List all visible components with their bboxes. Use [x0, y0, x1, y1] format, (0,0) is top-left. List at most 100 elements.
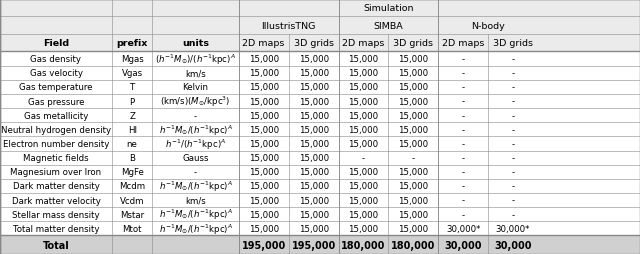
- Text: -: -: [461, 111, 465, 120]
- Text: -: -: [511, 69, 515, 78]
- Text: -: -: [461, 139, 465, 148]
- Text: P: P: [129, 97, 135, 106]
- Text: Stellar mass density: Stellar mass density: [12, 210, 100, 219]
- Bar: [0, 179, 640, 193]
- Text: 15,000: 15,000: [248, 210, 279, 219]
- Text: Gas velocity: Gas velocity: [29, 69, 83, 78]
- Text: -: -: [511, 55, 515, 64]
- Text: 15,000: 15,000: [348, 111, 379, 120]
- Text: 15,000: 15,000: [398, 168, 429, 177]
- Text: Field: Field: [43, 39, 69, 48]
- Text: Mcdm: Mcdm: [119, 182, 145, 191]
- Text: Gauss: Gauss: [182, 153, 209, 163]
- Text: 30,000: 30,000: [444, 240, 482, 250]
- Text: 195,000: 195,000: [291, 240, 336, 250]
- Text: Electron number density: Electron number density: [3, 139, 109, 148]
- Bar: [0, 137, 640, 151]
- Text: $(h^{-1}M_{\odot})/(h^{-1}\mathrm{kpc})^A$: $(h^{-1}M_{\odot})/(h^{-1}\mathrm{kpc})^…: [155, 52, 236, 67]
- Text: $h^{-1}/(h^{-1}\mathrm{kpc})^A$: $h^{-1}/(h^{-1}\mathrm{kpc})^A$: [165, 137, 226, 151]
- Text: 15,000: 15,000: [298, 69, 329, 78]
- Text: Simulation: Simulation: [363, 4, 413, 13]
- Text: Kelvin: Kelvin: [182, 83, 209, 92]
- Text: Dark matter density: Dark matter density: [13, 182, 99, 191]
- Text: -: -: [511, 139, 515, 148]
- Text: -: -: [511, 182, 515, 191]
- Text: Vcdm: Vcdm: [120, 196, 145, 205]
- Text: 15,000: 15,000: [298, 125, 329, 134]
- Text: 15,000: 15,000: [248, 196, 279, 205]
- Text: $h^{-1}M_{\odot}/(h^{-1}\mathrm{kpc})^A$: $h^{-1}M_{\odot}/(h^{-1}\mathrm{kpc})^A$: [159, 179, 232, 193]
- Text: 30,000: 30,000: [494, 240, 532, 250]
- Text: 15,000: 15,000: [348, 196, 379, 205]
- Text: Magnetic fields: Magnetic fields: [23, 153, 89, 163]
- Text: -: -: [461, 153, 465, 163]
- Text: 15,000: 15,000: [248, 139, 279, 148]
- Text: 15,000: 15,000: [298, 55, 329, 64]
- Text: HI: HI: [127, 125, 137, 134]
- Text: -: -: [461, 196, 465, 205]
- Text: 15,000: 15,000: [348, 210, 379, 219]
- Text: 15,000: 15,000: [248, 168, 279, 177]
- Bar: [0, 221, 640, 235]
- Text: $(\mathrm{km/s})(M_{\odot}/\mathrm{kpc}^3)$: $(\mathrm{km/s})(M_{\odot}/\mathrm{kpc}^…: [160, 94, 231, 109]
- Text: Mtot: Mtot: [122, 224, 142, 233]
- Text: -: -: [461, 182, 465, 191]
- Text: Neutral hydrogen density: Neutral hydrogen density: [1, 125, 111, 134]
- Text: Total matter density: Total matter density: [13, 224, 99, 233]
- Text: 15,000: 15,000: [248, 69, 279, 78]
- Bar: [0, 0, 640, 18]
- Text: 30,000*: 30,000*: [446, 224, 481, 233]
- Text: 15,000: 15,000: [248, 125, 279, 134]
- Text: 15,000: 15,000: [298, 153, 329, 163]
- Bar: [0, 66, 640, 81]
- Text: 15,000: 15,000: [348, 125, 379, 134]
- Text: 180,000: 180,000: [391, 240, 436, 250]
- Text: Gas pressure: Gas pressure: [28, 97, 84, 106]
- Text: 15,000: 15,000: [348, 139, 379, 148]
- Bar: [0, 52, 640, 66]
- Text: km/s: km/s: [185, 196, 206, 205]
- Text: 15,000: 15,000: [298, 97, 329, 106]
- Text: 3D grids: 3D grids: [493, 39, 532, 48]
- Text: -: -: [461, 69, 465, 78]
- Text: -: -: [511, 210, 515, 219]
- Text: 180,000: 180,000: [341, 240, 386, 250]
- Text: 15,000: 15,000: [248, 55, 279, 64]
- Text: -: -: [461, 210, 465, 219]
- Text: units: units: [182, 39, 209, 48]
- Text: Total: Total: [43, 240, 69, 250]
- Text: B: B: [129, 153, 135, 163]
- Bar: [0, 193, 640, 207]
- Text: -: -: [511, 153, 515, 163]
- Bar: [0, 207, 640, 221]
- Text: 15,000: 15,000: [348, 182, 379, 191]
- Text: 3D grids: 3D grids: [394, 39, 433, 48]
- Text: -: -: [194, 111, 197, 120]
- Bar: [0, 109, 640, 123]
- Text: 15,000: 15,000: [398, 210, 429, 219]
- Text: -: -: [461, 97, 465, 106]
- Text: 3D grids: 3D grids: [294, 39, 333, 48]
- Bar: [0, 123, 640, 137]
- Bar: [0, 235, 640, 254]
- Text: Magnesium over Iron: Magnesium over Iron: [10, 168, 102, 177]
- Text: Gas density: Gas density: [31, 55, 81, 64]
- Bar: [0, 17, 239, 18]
- Text: $h^{-1}M_{\odot}/(h^{-1}\mathrm{kpc})^A$: $h^{-1}M_{\odot}/(h^{-1}\mathrm{kpc})^A$: [159, 221, 232, 236]
- Text: ne: ne: [127, 139, 138, 148]
- Text: Mstar: Mstar: [120, 210, 144, 219]
- Text: IllustrisTNG: IllustrisTNG: [262, 22, 316, 31]
- Text: 15,000: 15,000: [248, 224, 279, 233]
- Text: km/s: km/s: [185, 69, 206, 78]
- Text: 15,000: 15,000: [348, 97, 379, 106]
- Text: 15,000: 15,000: [348, 69, 379, 78]
- Text: 15,000: 15,000: [348, 55, 379, 64]
- Text: 15,000: 15,000: [348, 168, 379, 177]
- Text: -: -: [511, 125, 515, 134]
- Text: -: -: [511, 111, 515, 120]
- Text: 2D maps: 2D maps: [243, 39, 285, 48]
- Text: 15,000: 15,000: [298, 168, 329, 177]
- Text: 195,000: 195,000: [241, 240, 286, 250]
- Text: Gas metallicity: Gas metallicity: [24, 111, 88, 120]
- Text: $h^{-1}M_{\odot}/(h^{-1}\mathrm{kpc})^A$: $h^{-1}M_{\odot}/(h^{-1}\mathrm{kpc})^A$: [159, 207, 232, 221]
